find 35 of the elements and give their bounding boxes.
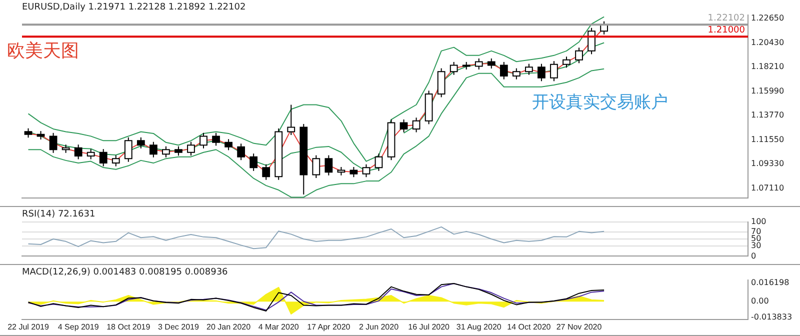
ref-line-label: 1.22102 [708,13,745,24]
x-tick-label: 22 Jul 2019 [8,322,50,332]
x-tick-label: 17 Apr 2020 [307,322,351,332]
y-tick-label: 1.11550 [751,134,784,144]
x-tick-label: 31 Aug 2020 [456,322,502,332]
x-tick-label: 16 Jul 2020 [408,322,450,332]
x-tick-label: 4 Sep 2019 [58,322,100,332]
ref-line-label: 1.21000 [708,25,746,36]
y-tick-label: 1.07110 [751,183,784,192]
y-tick-label: 100 [751,216,766,226]
x-tick-label: 3 Dec 2019 [158,322,200,332]
y-tick-label: 30 [751,240,762,250]
chart-title: RSI(14) 72.1631 [22,210,96,220]
y-tick-label: 0 [751,251,756,260]
x-tick-label: 18 Oct 2019 [106,322,151,332]
y-tick-label: 1.18210 [751,62,784,72]
chart-title: EURUSD,Daily 1.21971 1.22128 1.21892 1.22102 [22,2,246,13]
y-tick-label: 1.15990 [751,86,784,96]
y-tick-label: 0.00 [751,296,769,306]
chart-title: MACD(12,26,9) 0.001483 0.008195 0.008936 [22,268,228,278]
x-tick-label: 4 Mar 2020 [258,322,300,332]
x-tick-label: 27 Nov 2020 [556,322,602,332]
y-tick-label: 1.09330 [751,159,784,168]
x-tick-label: 20 Jan 2020 [206,322,252,332]
annotation: 欧美天图 [7,40,79,62]
y-tick-label: 50 [751,234,762,244]
annotation: 开设真实交易账户 [532,92,668,113]
y-tick-label: -0.013833 [751,312,792,322]
x-tick-label: 14 Oct 2020 [507,322,552,332]
y-tick-label: 0.016198 [751,278,790,288]
y-tick-label: 70 [751,227,762,236]
y-tick-label: 1.13770 [751,110,784,120]
y-tick-label: 1.20430 [751,38,784,47]
y-tick-label: 1.22650 [751,14,784,23]
x-tick-label: 2 Jun 2020 [358,322,400,332]
